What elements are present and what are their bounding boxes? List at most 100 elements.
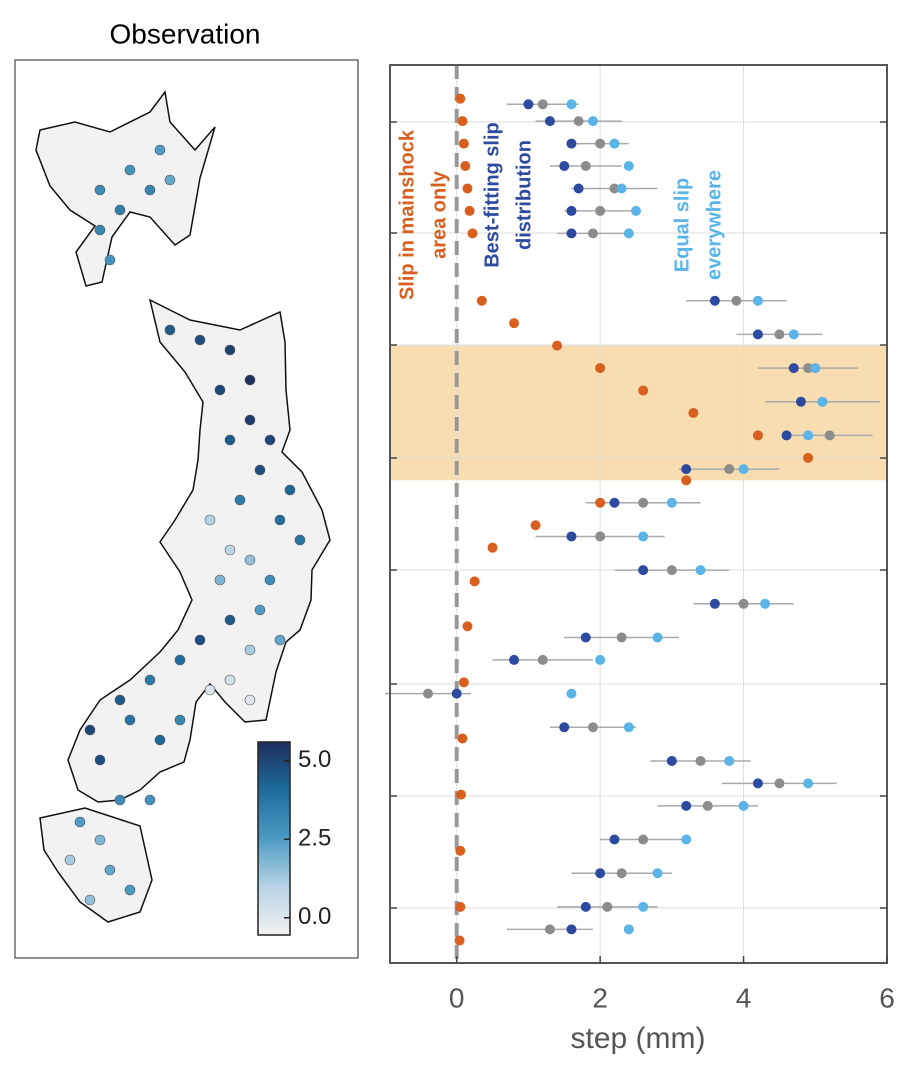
station [204,514,216,526]
point [688,407,699,418]
point [752,778,763,789]
station [264,574,276,586]
point [476,295,487,306]
point [630,205,641,216]
point [595,497,606,508]
station [154,144,166,156]
point [681,800,692,811]
point [559,161,570,172]
x-tick-label: 0 [449,982,465,1013]
point [456,789,466,800]
series-annotation: everywhere [703,170,725,280]
point [573,183,584,194]
plot-frame [389,64,888,964]
point [595,138,606,149]
point [774,329,785,340]
station [254,604,266,616]
point [566,688,577,699]
point [666,565,677,576]
point [803,363,814,374]
point [709,598,720,609]
station [144,674,156,686]
point [573,116,584,127]
station [104,254,116,266]
station [124,164,136,176]
point [566,924,577,935]
station [244,374,256,386]
point [566,99,577,110]
series-annotation: area only [428,170,450,259]
point [781,430,792,441]
point [580,901,591,912]
station [164,174,176,186]
point [638,834,649,845]
station [84,894,96,906]
point [458,677,469,688]
point [595,531,606,542]
station [194,634,206,646]
station [244,694,256,706]
point [709,295,720,306]
point [537,654,548,665]
x-tick-label: 6 [879,982,895,1013]
station [244,554,256,566]
point [788,329,799,340]
point [609,138,620,149]
station [174,654,186,666]
point [469,576,480,587]
point [544,924,555,935]
point [774,778,785,789]
point [803,452,814,463]
point [623,228,634,239]
station [114,794,126,806]
station [244,414,256,426]
point [595,205,606,216]
point [638,565,649,576]
point [458,138,469,149]
point [587,116,598,127]
point [803,430,814,441]
point [523,99,534,110]
point [724,464,735,475]
station [64,854,76,866]
series [451,99,806,935]
station [204,684,216,696]
station [284,484,296,496]
point [609,183,620,194]
station [94,754,106,766]
point [638,385,649,396]
series [566,99,828,935]
point [451,688,462,699]
point [530,520,541,531]
x-tick-label: 2 [592,982,608,1013]
station [74,816,86,828]
colorbar [257,741,291,936]
station [224,544,236,556]
station [224,674,236,686]
coastline [35,90,331,923]
series-annotation: Best-fitting slip [481,122,503,268]
station [224,434,236,446]
point [462,183,473,194]
station [224,344,236,356]
point [623,722,634,733]
point [681,475,692,486]
colorbar-tick-label: 0.0 [298,903,331,930]
station [124,714,136,726]
station [154,734,166,746]
point [702,800,713,811]
station [114,204,126,216]
point [457,116,468,127]
stations [64,144,306,906]
point [537,99,548,110]
point [824,430,835,441]
point [738,800,749,811]
point [695,755,706,766]
point [638,531,649,542]
series-annotation: distribution [513,140,535,250]
station [224,614,236,626]
point [457,733,468,744]
point [738,464,749,475]
